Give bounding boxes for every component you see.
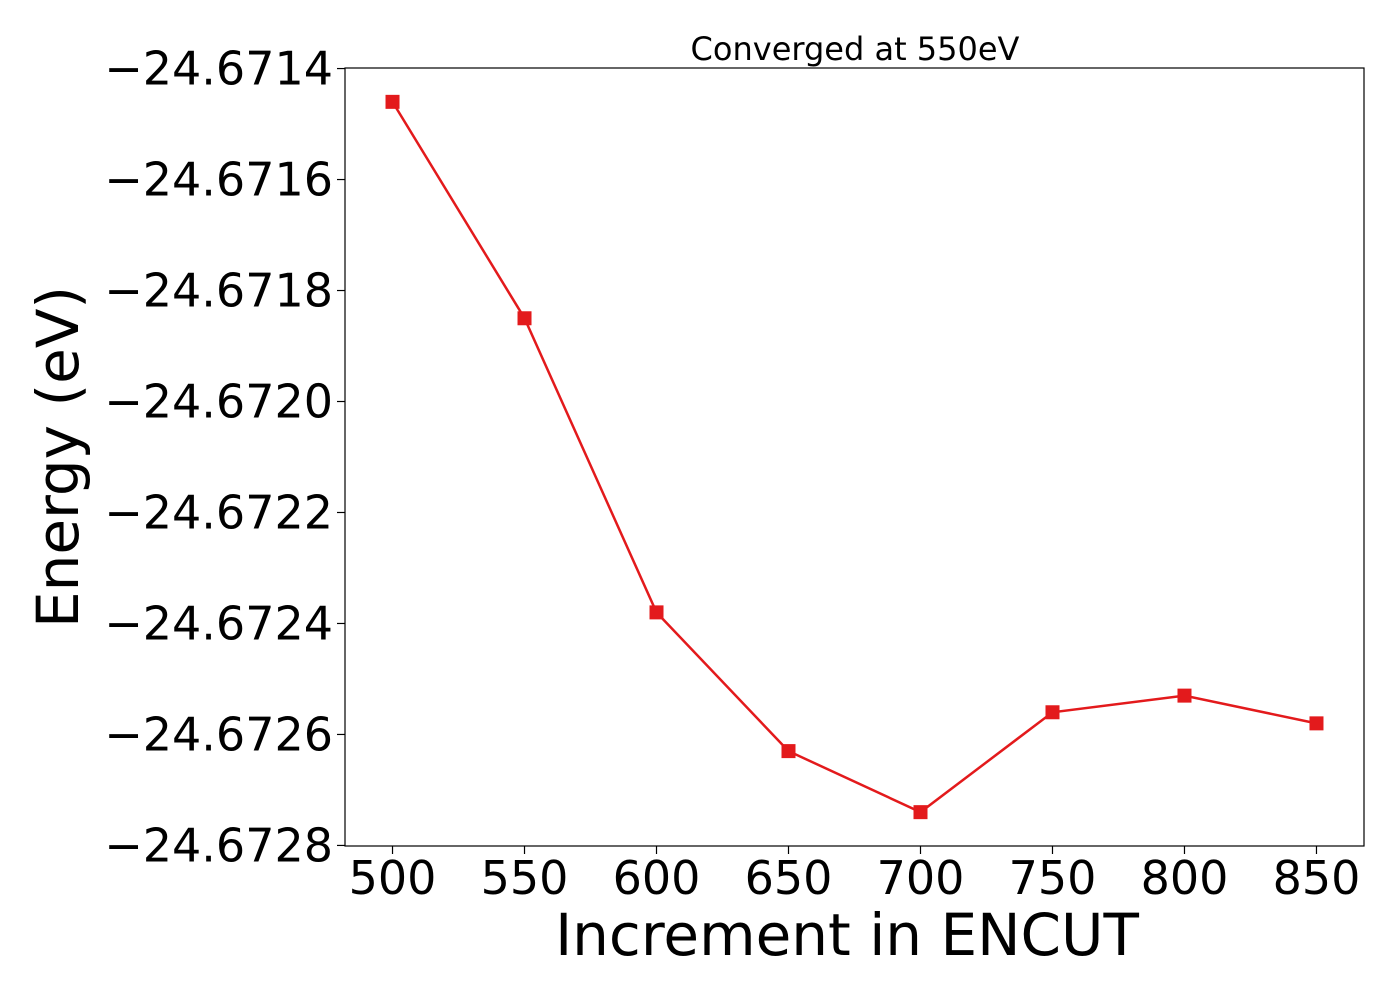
series-layer [385, 94, 1324, 820]
data-point [1177, 688, 1192, 703]
data-point [649, 605, 664, 620]
y-axis-label: Energy (eV) [24, 286, 92, 628]
y-tick-label: −24.6726 [104, 707, 333, 761]
x-tick-label: 850 [1273, 851, 1361, 905]
x-axis-label: Increment in ENCUT [555, 901, 1139, 969]
data-point [781, 744, 796, 759]
data-point [1045, 705, 1060, 720]
x-tick-label: 550 [481, 851, 569, 905]
plot-frame [344, 67, 1365, 847]
y-tick-label: −24.6716 [104, 153, 333, 207]
y-axis: −24.6714 −24.6716 −24.6718 −24.6720 −24.6722… [104, 42, 345, 872]
data-point [1309, 716, 1324, 731]
y-tick-label: −24.6724 [104, 596, 333, 650]
x-tick-label: 750 [1009, 851, 1097, 905]
x-tick-label: 800 [1141, 851, 1229, 905]
series-line [391, 101, 1317, 814]
x-axis: 500 550 600 650 700 750 800 850 [349, 846, 1361, 905]
chart-title: Converged at 550eV [691, 30, 1020, 68]
data-point [913, 805, 928, 820]
y-tick-label: −24.6718 [104, 264, 333, 318]
data-point [517, 311, 532, 326]
data-point [385, 94, 400, 109]
x-tick-label: 650 [745, 851, 833, 905]
x-tick-label: 700 [877, 851, 965, 905]
y-tick-label: −24.6720 [104, 375, 333, 429]
x-tick-label: 600 [613, 851, 701, 905]
y-tick-label: −24.6714 [104, 42, 333, 96]
y-tick-label: −24.6722 [104, 485, 333, 539]
y-tick-label: −24.6728 [104, 818, 333, 872]
x-tick-label: 500 [349, 851, 437, 905]
